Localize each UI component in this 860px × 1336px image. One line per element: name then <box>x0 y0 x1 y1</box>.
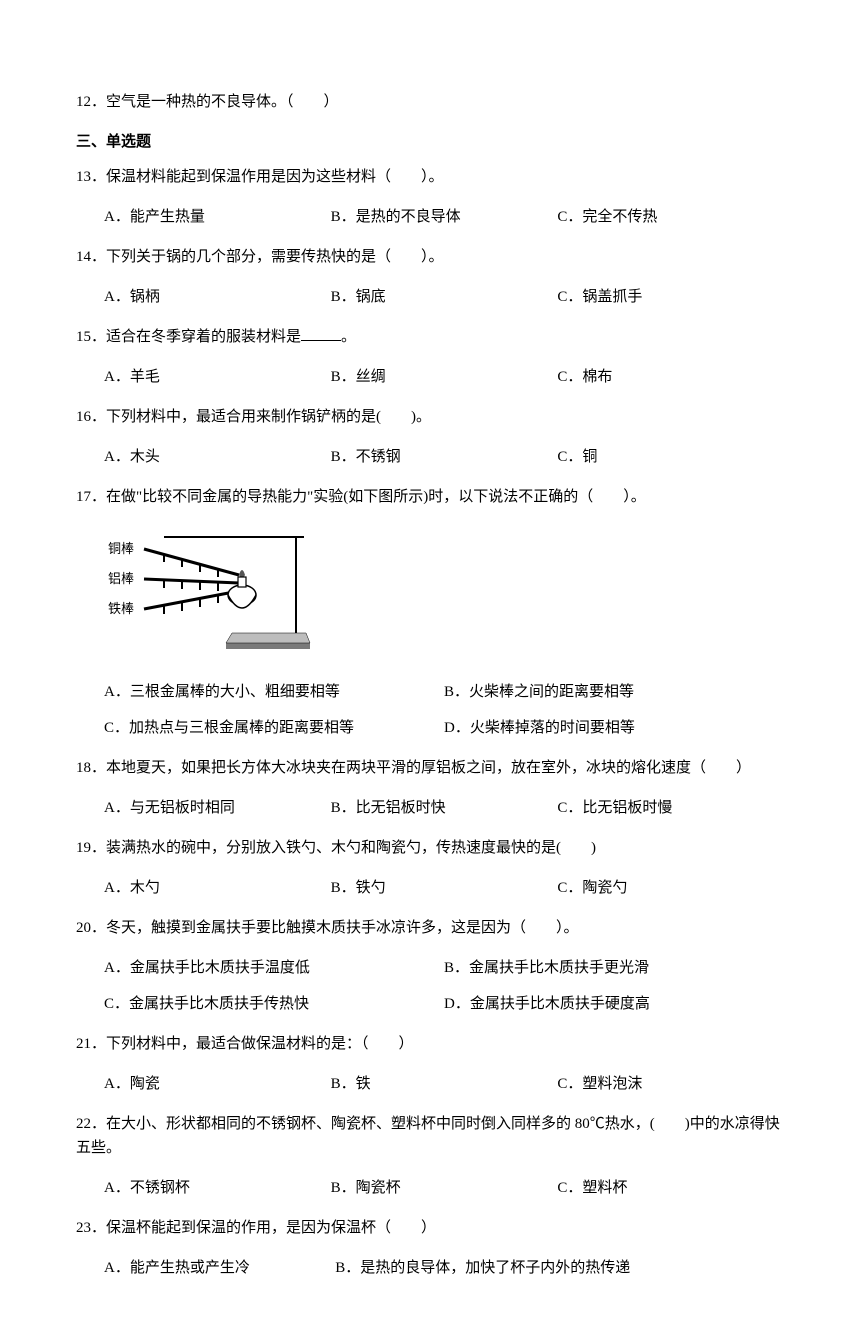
section-3-title: 三、单选题 <box>76 130 784 151</box>
question-15-stem: 15．适合在冬季穿着的服装材料是 。 <box>76 325 784 349</box>
question-23-stem: 23．保温杯能起到保温的作用，是因为保温杯（ ） <box>76 1216 784 1240</box>
q19-option-b: B．铁勺 <box>331 876 558 900</box>
q13-option-c: C．完全不传热 <box>557 205 784 229</box>
q22-option-c: C．塑料杯 <box>557 1176 784 1200</box>
q21-option-c: C．塑料泡沫 <box>557 1072 784 1096</box>
q17-option-d: D．火柴棒掉落的时间要相等 <box>444 716 784 740</box>
q16-option-c: C．铜 <box>557 445 784 469</box>
q22-option-a: A．不锈钢杯 <box>104 1176 331 1200</box>
question-14-options: A．锅柄 B．锅底 C．锅盖抓手 <box>76 285 784 309</box>
question-23-options: A．能产生热或产生冷 B．是热的良导体，加快了杯子内外的热传递 <box>76 1256 784 1280</box>
question-14-stem: 14．下列关于锅的几个部分，需要传热快的是（ ）。 <box>76 245 784 269</box>
question-22-stem: 22．在大小、形状都相同的不锈钢杯、陶瓷杯、塑料杯中同时倒入同样多的 80℃热水… <box>76 1112 784 1160</box>
q19-option-c: C．陶瓷勺 <box>557 876 784 900</box>
diagram-label-aluminum: 铝棒 <box>108 571 134 586</box>
q17-option-b: B．火柴棒之间的距离要相等 <box>444 680 784 704</box>
question-16-stem: 16．下列材料中，最适合用来制作锅铲柄的是( )。 <box>76 405 784 429</box>
question-16-options: A．木头 B．不锈钢 C．铜 <box>76 445 784 469</box>
q16-option-a: A．木头 <box>104 445 331 469</box>
diagram-rod-iron <box>144 591 239 609</box>
diagram-burner <box>228 570 256 608</box>
diagram-base-top <box>226 633 310 643</box>
q14-option-c: C．锅盖抓手 <box>557 285 784 309</box>
question-21-options: A．陶瓷 B．铁 C．塑料泡沫 <box>76 1072 784 1096</box>
diagram-label-copper: 铜棒 <box>108 541 134 556</box>
question-22-options: A．不锈钢杯 B．陶瓷杯 C．塑料杯 <box>76 1176 784 1200</box>
question-12: 12．空气是一种热的不良导体。（ ） <box>76 90 784 114</box>
q16-option-b: B．不锈钢 <box>331 445 558 469</box>
q23-option-a: A．能产生热或产生冷 <box>104 1256 335 1280</box>
q14-option-a: A．锅柄 <box>104 285 331 309</box>
q20-option-d: D．金属扶手比木质扶手硬度高 <box>444 992 784 1016</box>
q13-option-b: B．是热的不良导体 <box>331 205 558 229</box>
question-13-stem: 13．保温材料能起到保温作用是因为这些材料（ ）。 <box>76 165 784 189</box>
q17-option-a: A．三根金属棒的大小、粗细要相等 <box>104 680 444 704</box>
q22-option-b: B．陶瓷杯 <box>331 1176 558 1200</box>
question-19-options: A．木勺 B．铁勺 C．陶瓷勺 <box>76 876 784 900</box>
question-17-diagram: 铜棒 铝棒 铁棒 <box>104 525 314 670</box>
diagram-base <box>226 643 310 649</box>
question-13-options: A．能产生热量 B．是热的不良导体 C．完全不传热 <box>76 205 784 229</box>
q15-option-a: A．羊毛 <box>104 365 331 389</box>
q13-option-a: A．能产生热量 <box>104 205 331 229</box>
q20-option-b: B．金属扶手比木质扶手更光滑 <box>444 956 784 980</box>
diagram-rod-aluminum <box>144 579 239 583</box>
q17-option-c: C．加热点与三根金属棒的距离要相等 <box>104 716 444 740</box>
q15-option-b: B．丝绸 <box>331 365 558 389</box>
diagram-label-iron: 铁棒 <box>108 601 134 616</box>
question-19-stem: 19．装满热水的碗中，分别放入铁勺、木勺和陶瓷勺，传热速度最快的是( ) <box>76 836 784 860</box>
q20-option-c: C．金属扶手比木质扶手传热快 <box>104 992 444 1016</box>
question-15-options: A．羊毛 B．丝绸 C．棉布 <box>76 365 784 389</box>
q18-option-b: B．比无铝板时快 <box>331 796 558 820</box>
q21-option-b: B．铁 <box>331 1072 558 1096</box>
question-17-stem: 17．在做"比较不同金属的导热能力"实验(如下图所示)时，以下说法不正确的（ ）… <box>76 485 784 509</box>
question-18-stem: 18．本地夏天，如果把长方体大冰块夹在两块平滑的厚铝板之间，放在室外，冰块的熔化… <box>76 756 784 780</box>
question-18-options: A．与无铝板时相同 B．比无铝板时快 C．比无铝板时慢 <box>76 796 784 820</box>
q18-option-a: A．与无铝板时相同 <box>104 796 331 820</box>
diagram-rod-copper <box>144 549 239 575</box>
q18-option-c: C．比无铝板时慢 <box>557 796 784 820</box>
q15-stem-suffix: 。 <box>341 329 356 345</box>
q20-option-a: A．金属扶手比木质扶手温度低 <box>104 956 444 980</box>
q15-blank <box>301 326 341 341</box>
question-20-options: A．金属扶手比木质扶手温度低 B．金属扶手比木质扶手更光滑 C．金属扶手比木质扶… <box>76 956 784 1028</box>
question-21-stem: 21．下列材料中，最适合做保温材料的是：（ ） <box>76 1032 784 1056</box>
q21-option-a: A．陶瓷 <box>104 1072 331 1096</box>
q14-option-b: B．锅底 <box>331 285 558 309</box>
question-17-options: A．三根金属棒的大小、粗细要相等 B．火柴棒之间的距离要相等 C．加热点与三根金… <box>76 680 784 752</box>
q15-stem-prefix: 15．适合在冬季穿着的服装材料是 <box>76 329 301 345</box>
q23-option-b: B．是热的良导体，加快了杯子内外的热传递 <box>335 1256 784 1280</box>
question-20-stem: 20．冬天，触摸到金属扶手要比触摸木质扶手冰凉许多，这是因为（ ）。 <box>76 916 784 940</box>
q19-option-a: A．木勺 <box>104 876 331 900</box>
q15-option-c: C．棉布 <box>557 365 784 389</box>
